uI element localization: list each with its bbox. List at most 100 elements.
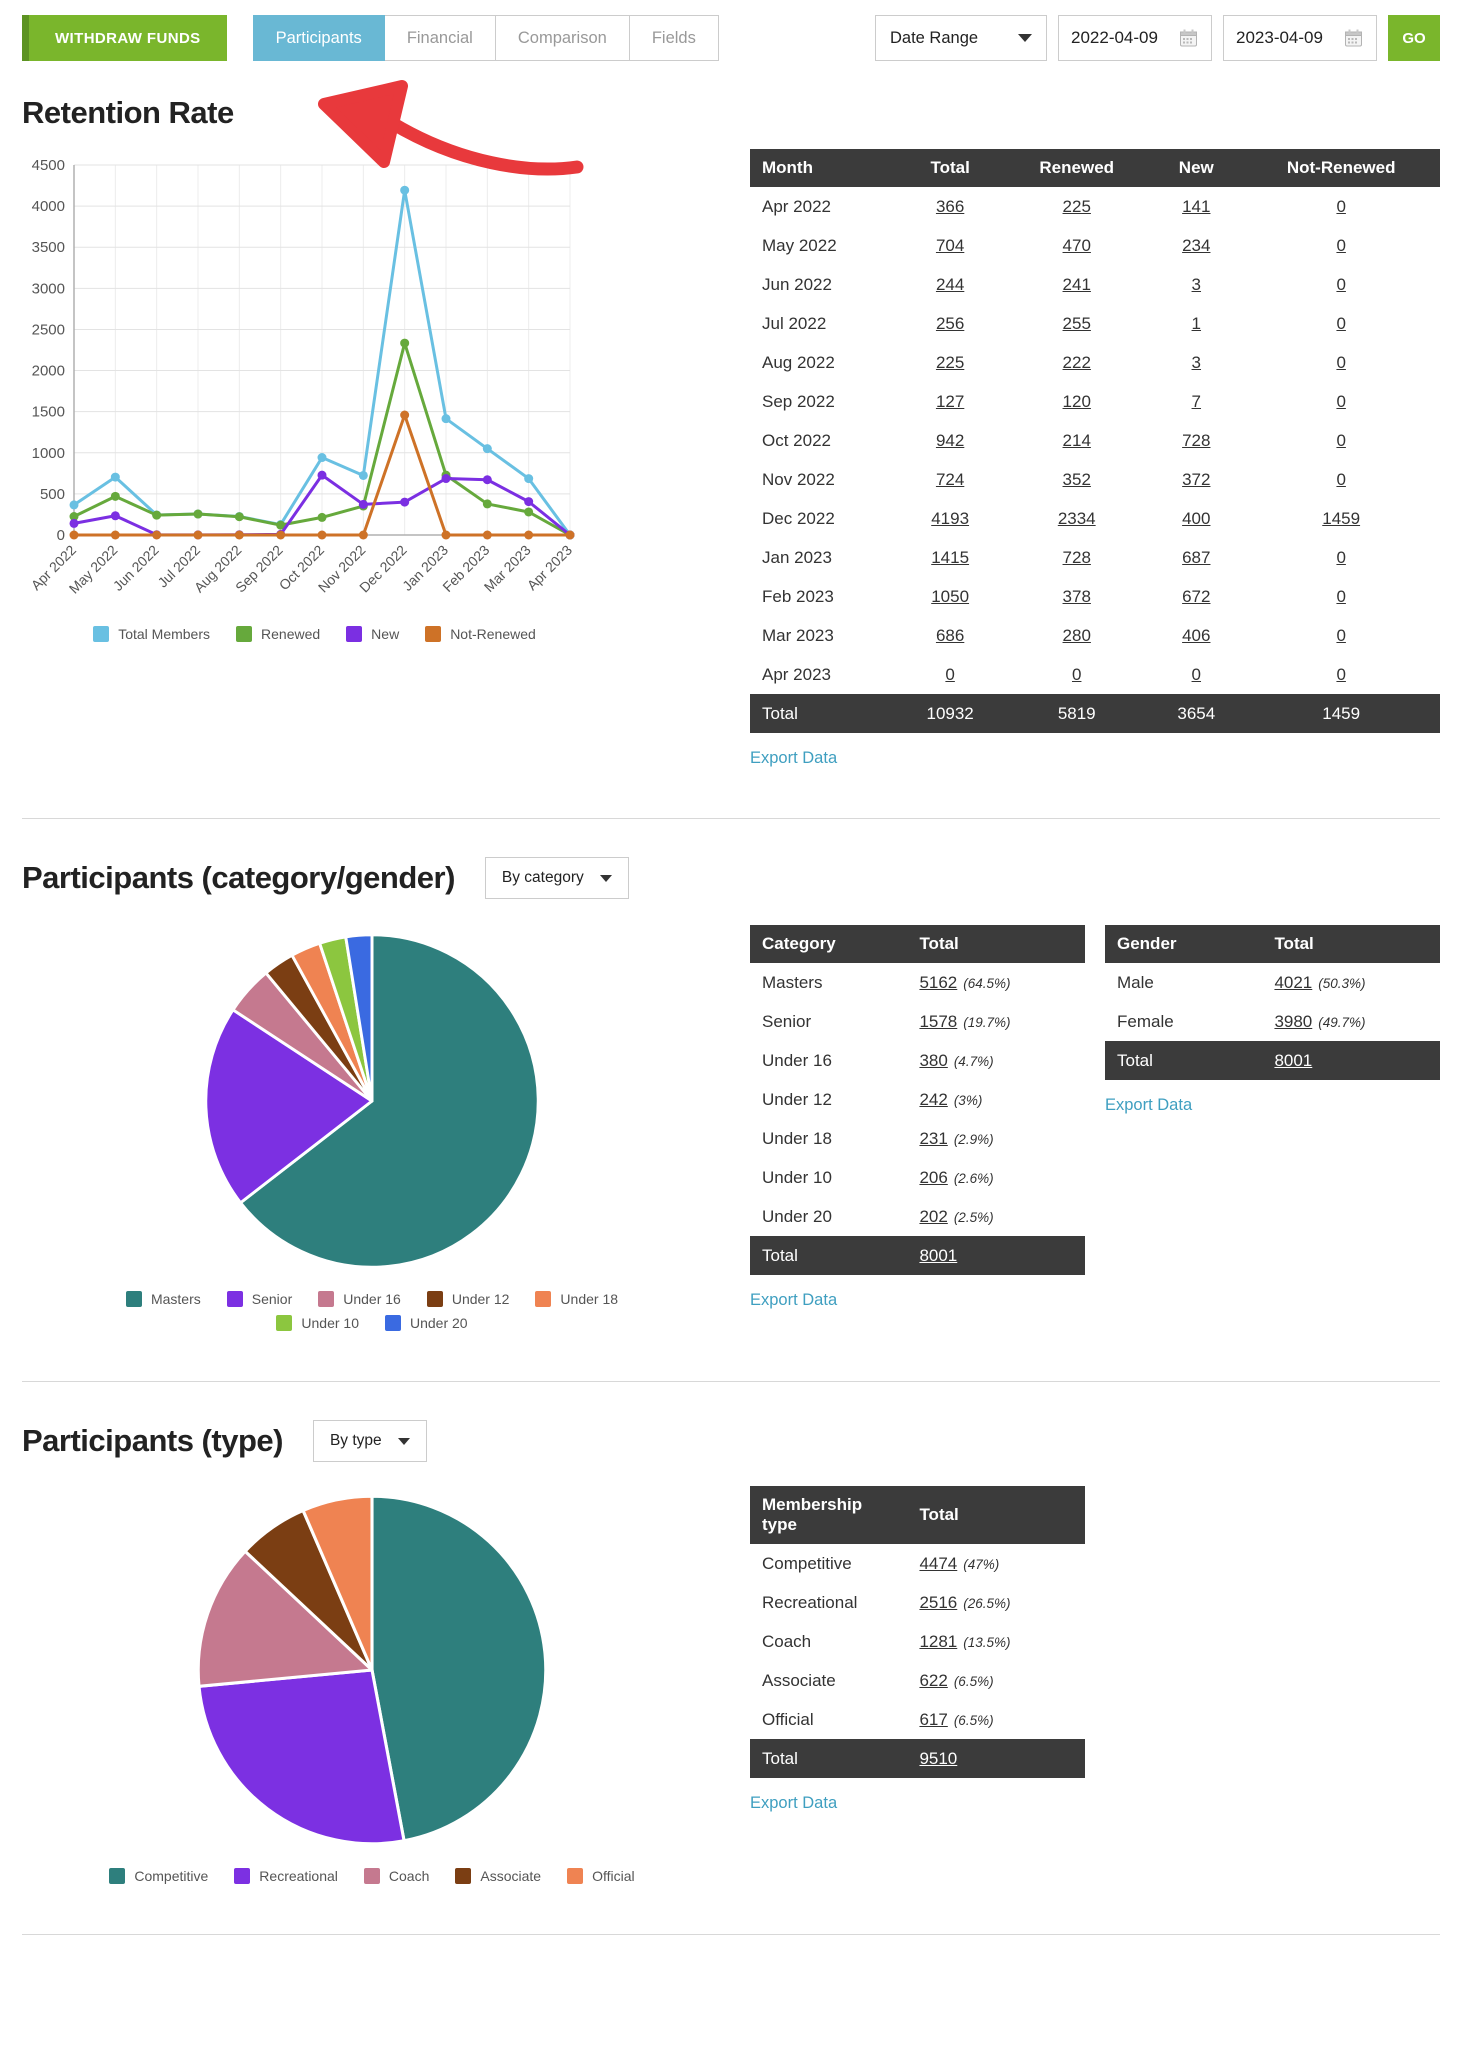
- value-link[interactable]: 255: [1062, 313, 1091, 333]
- value-link[interactable]: 470: [1062, 235, 1091, 255]
- value-link[interactable]: 1578: [919, 1011, 958, 1031]
- value-link[interactable]: 0: [1336, 274, 1346, 294]
- category-export-link[interactable]: Export Data: [750, 1291, 838, 1309]
- type-export-link[interactable]: Export Data: [750, 1794, 838, 1812]
- value-link[interactable]: 225: [935, 352, 965, 372]
- value-link[interactable]: 8001: [1274, 1050, 1313, 1070]
- value-link[interactable]: 0: [1336, 313, 1346, 333]
- value-link[interactable]: 242: [919, 1089, 948, 1109]
- legend-item[interactable]: Under 10: [276, 1315, 359, 1331]
- value-link[interactable]: 214: [1062, 430, 1091, 450]
- value-link[interactable]: 724: [935, 469, 965, 489]
- legend-item[interactable]: Under 16: [318, 1291, 401, 1307]
- legend-item[interactable]: New: [346, 626, 399, 642]
- value-link[interactable]: 0: [1336, 664, 1346, 684]
- value-link[interactable]: 687: [1182, 547, 1211, 567]
- value-link[interactable]: 352: [1062, 469, 1091, 489]
- value-link[interactable]: 728: [1182, 430, 1211, 450]
- value-link[interactable]: 0: [1336, 235, 1346, 255]
- legend-item[interactable]: Coach: [363, 1868, 429, 1884]
- legend-item[interactable]: Senior: [226, 1291, 292, 1307]
- value-link[interactable]: 378: [1062, 586, 1091, 606]
- tab-participants[interactable]: Participants: [252, 15, 385, 61]
- date-from-input[interactable]: 2022-04-09: [1058, 15, 1212, 61]
- value-link[interactable]: 9510: [919, 1748, 958, 1768]
- value-link[interactable]: 0: [1336, 586, 1346, 606]
- value-link[interactable]: 2334: [1057, 508, 1096, 528]
- value-link[interactable]: 231: [919, 1128, 948, 1148]
- value-link[interactable]: 206: [919, 1167, 948, 1187]
- value-link[interactable]: 1459: [1322, 508, 1361, 528]
- value-link[interactable]: 7: [1191, 391, 1202, 411]
- date-range-select[interactable]: Date Range: [875, 15, 1047, 61]
- value-link[interactable]: 1415: [931, 547, 970, 567]
- value-link[interactable]: 3: [1191, 274, 1202, 294]
- value-link[interactable]: 728: [1062, 547, 1091, 567]
- legend-item[interactable]: Total Members: [93, 626, 210, 642]
- value-link[interactable]: 0: [1336, 352, 1346, 372]
- value-link[interactable]: 400: [1182, 508, 1211, 528]
- value-link[interactable]: 127: [935, 391, 965, 411]
- value-link[interactable]: 942: [935, 430, 965, 450]
- value-link[interactable]: 4474: [919, 1553, 958, 1573]
- value-link[interactable]: 3980: [1274, 1011, 1313, 1031]
- value-link[interactable]: 2516: [919, 1592, 958, 1612]
- value-link[interactable]: 672: [1182, 586, 1211, 606]
- value-link[interactable]: 0: [1336, 391, 1346, 411]
- legend-item[interactable]: Competitive: [109, 1868, 208, 1884]
- value-link[interactable]: 622: [919, 1670, 948, 1690]
- value-link[interactable]: 686: [935, 625, 965, 645]
- legend-item[interactable]: Masters: [125, 1291, 201, 1307]
- value-link[interactable]: 1: [1191, 313, 1202, 333]
- value-link[interactable]: 704: [935, 235, 965, 255]
- value-link[interactable]: 202: [919, 1206, 948, 1226]
- date-to-input[interactable]: 2023-04-09: [1223, 15, 1377, 61]
- value-link[interactable]: 8001: [919, 1245, 958, 1265]
- gender-export-link[interactable]: Export Data: [1105, 1096, 1193, 1114]
- tab-financial[interactable]: Financial: [384, 16, 496, 60]
- legend-item[interactable]: Renewed: [236, 626, 320, 642]
- legend-item[interactable]: Associate: [455, 1868, 541, 1884]
- value-link[interactable]: 0: [1071, 664, 1082, 684]
- go-button[interactable]: GO: [1388, 15, 1440, 61]
- retention-export-link[interactable]: Export Data: [750, 749, 838, 767]
- withdraw-funds-button[interactable]: WITHDRAW FUNDS: [22, 15, 227, 61]
- value-link[interactable]: 141: [1182, 196, 1211, 216]
- value-link[interactable]: 0: [1336, 625, 1346, 645]
- tab-fields[interactable]: Fields: [629, 16, 718, 60]
- value-link[interactable]: 0: [945, 664, 955, 684]
- value-link[interactable]: 0: [1336, 547, 1346, 567]
- value-link[interactable]: 0: [1191, 664, 1202, 684]
- value-link[interactable]: 222: [1062, 352, 1091, 372]
- value-link[interactable]: 1281: [919, 1631, 958, 1651]
- value-link[interactable]: 256: [935, 313, 965, 333]
- value-link[interactable]: 4193: [931, 508, 970, 528]
- legend-item[interactable]: Under 20: [385, 1315, 468, 1331]
- value-link[interactable]: 0: [1336, 196, 1346, 216]
- legend-item[interactable]: Official: [567, 1868, 635, 1884]
- value-link[interactable]: 280: [1062, 625, 1091, 645]
- value-link[interactable]: 244: [935, 274, 965, 294]
- value-link[interactable]: 234: [1182, 235, 1211, 255]
- value-link[interactable]: 241: [1062, 274, 1091, 294]
- legend-item[interactable]: Recreational: [234, 1868, 338, 1884]
- group-by-type-select[interactable]: By type: [312, 1420, 427, 1462]
- value-link[interactable]: 372: [1182, 469, 1211, 489]
- tab-comparison[interactable]: Comparison: [495, 16, 630, 60]
- value-link[interactable]: 1050: [931, 586, 970, 606]
- legend-item[interactable]: Under 12: [426, 1291, 509, 1307]
- value-link[interactable]: 617: [919, 1709, 948, 1729]
- value-link[interactable]: 120: [1062, 391, 1091, 411]
- value-link[interactable]: 225: [1062, 196, 1091, 216]
- group-by-category-select[interactable]: By category: [484, 857, 629, 899]
- value-link[interactable]: 4021: [1274, 972, 1313, 992]
- value-link[interactable]: 0: [1336, 469, 1346, 489]
- value-link[interactable]: 406: [1182, 625, 1211, 645]
- legend-item[interactable]: Under 18: [535, 1291, 618, 1307]
- value-link[interactable]: 380: [919, 1050, 948, 1070]
- value-link[interactable]: 366: [935, 196, 965, 216]
- value-link[interactable]: 3: [1191, 352, 1202, 372]
- value-link[interactable]: 0: [1336, 430, 1346, 450]
- value-link[interactable]: 5162: [919, 972, 958, 992]
- legend-item[interactable]: Not-Renewed: [425, 626, 536, 642]
